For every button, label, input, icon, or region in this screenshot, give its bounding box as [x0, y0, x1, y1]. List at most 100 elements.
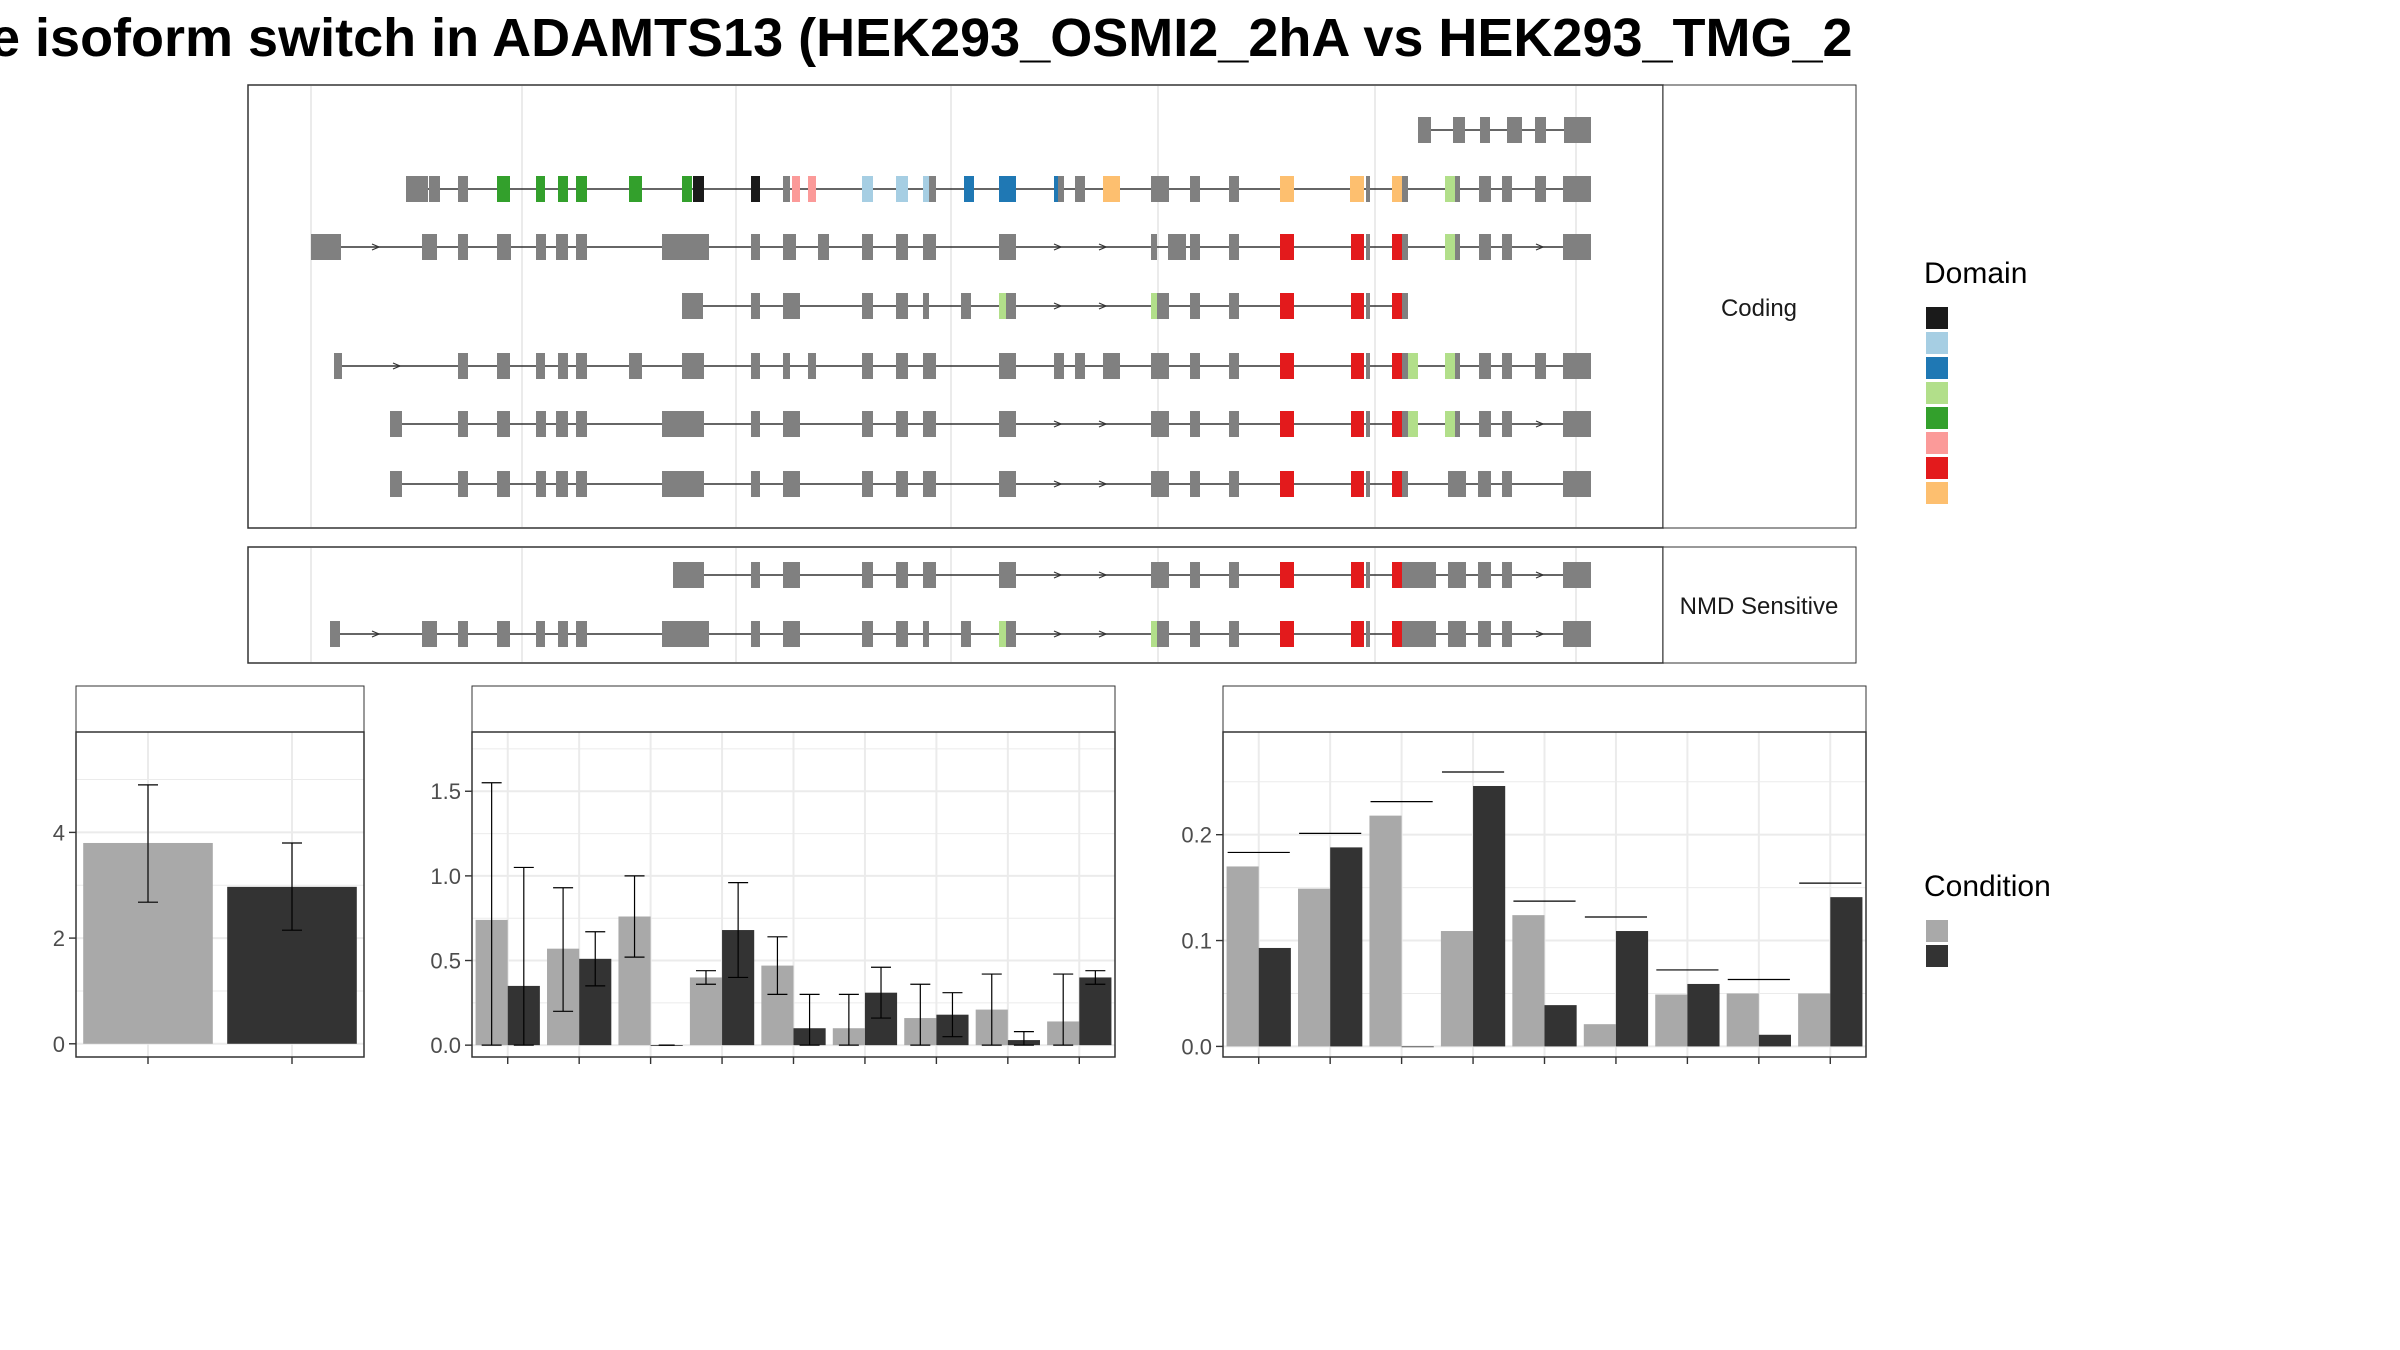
domain-block: [1351, 471, 1364, 497]
domain-block: [1280, 562, 1294, 588]
exon-block: [896, 471, 908, 497]
domain-block: [1054, 176, 1058, 202]
exon-block: [429, 176, 440, 202]
exon-block: [751, 471, 760, 497]
exon-block: [862, 234, 873, 260]
exon-block: [1418, 117, 1431, 143]
exon-block: [536, 353, 545, 379]
exon-block: [1402, 293, 1408, 319]
exon-block: [458, 411, 468, 437]
exon-block: [1190, 353, 1200, 379]
domain-block: [999, 176, 1016, 202]
domain-block: [1280, 176, 1294, 202]
exon-block: [390, 411, 402, 437]
y-tick-label: 2: [53, 926, 65, 951]
exon-block: [1366, 621, 1370, 647]
exon-block: [999, 562, 1016, 588]
domain-block: [862, 176, 873, 202]
exon-block: [896, 234, 908, 260]
exon-block: [1479, 176, 1491, 202]
strand-arrow: [392, 362, 402, 370]
exon-block: [929, 176, 936, 202]
exon-block: [1563, 471, 1591, 497]
exon-block: [497, 471, 510, 497]
condition-legend-title: Condition: [1924, 870, 2051, 903]
domain-block: [497, 176, 510, 202]
exon-block: [783, 562, 800, 588]
domain-block: [558, 176, 568, 202]
exon-block: [1535, 353, 1546, 379]
exon-block: [1151, 562, 1169, 588]
domain-block: [1280, 353, 1294, 379]
exon-block: [1502, 234, 1512, 260]
exon-block: [576, 621, 587, 647]
exon-block: [862, 471, 873, 497]
condition-legend-swatch: [1926, 920, 1948, 942]
strand-arrow: [1053, 243, 1063, 251]
exon-block: [1563, 353, 1591, 379]
coding-transcript-tracks: [311, 117, 1591, 497]
domain-block: [682, 176, 692, 202]
exon-block: [1402, 353, 1408, 379]
bar: [1726, 993, 1759, 1047]
exon-block: [1563, 562, 1591, 588]
y-tick-label: 0.5: [430, 949, 461, 974]
y-tick-label: 4: [53, 820, 65, 845]
exon-block: [1157, 293, 1169, 319]
bar: [1226, 866, 1259, 1047]
exon-block: [1229, 621, 1239, 647]
bar: [1330, 847, 1363, 1047]
exon-block: [783, 621, 800, 647]
exon-block: [1402, 621, 1408, 647]
exon-block: [1006, 293, 1016, 319]
exon-block: [1408, 621, 1436, 647]
exon-block: [1402, 176, 1408, 202]
domain-block: [1445, 353, 1455, 379]
exon-block: [1366, 293, 1370, 319]
domain-block: [1351, 621, 1364, 647]
exon-block: [1075, 353, 1085, 379]
exon-block: [1366, 562, 1370, 588]
exon-block: [1229, 411, 1239, 437]
exon-block: [862, 562, 873, 588]
strand-arrow: [1053, 571, 1063, 579]
exon-block: [536, 621, 545, 647]
exon-block: [497, 621, 510, 647]
exon-block: [1366, 471, 1370, 497]
strand-arrow: [1535, 630, 1545, 638]
bar: [1583, 1024, 1616, 1047]
exon-block: [662, 411, 704, 437]
exon-block: [330, 621, 340, 647]
y-tick-label: 0: [53, 1032, 65, 1057]
exon-block: [1190, 234, 1200, 260]
gene-expression-chart: 0 2 4: [53, 685, 365, 1064]
exon-block: [1054, 353, 1064, 379]
strand-arrow: [1098, 420, 1108, 428]
domain-block: [1351, 411, 1364, 437]
exon-block: [1455, 353, 1460, 379]
y-tick-label: 0.0: [430, 1033, 461, 1058]
exon-block: [1151, 353, 1169, 379]
exon-block: [923, 562, 936, 588]
exon-block: [536, 411, 546, 437]
exon-block: [1402, 234, 1408, 260]
exon-block: [1455, 411, 1460, 437]
exon-block: [1535, 117, 1546, 143]
strand-arrow: [1098, 243, 1108, 251]
exon-block: [862, 293, 873, 319]
strand-arrow: [1098, 571, 1108, 579]
exon-block: [1229, 293, 1239, 319]
domain-block: [1351, 562, 1364, 588]
exon-block: [334, 353, 342, 379]
exon-block: [1151, 411, 1169, 437]
exon-block: [422, 621, 437, 647]
exon-block: [1448, 471, 1466, 497]
domain-legend-swatch: [1926, 482, 1948, 504]
strand-arrow: [1098, 302, 1108, 310]
domain-block: [1445, 411, 1455, 437]
exon-block: [673, 562, 704, 588]
domain-block: [751, 176, 760, 202]
bar: [1512, 915, 1545, 1047]
exon-block: [923, 621, 929, 647]
exon-block: [1402, 411, 1408, 437]
